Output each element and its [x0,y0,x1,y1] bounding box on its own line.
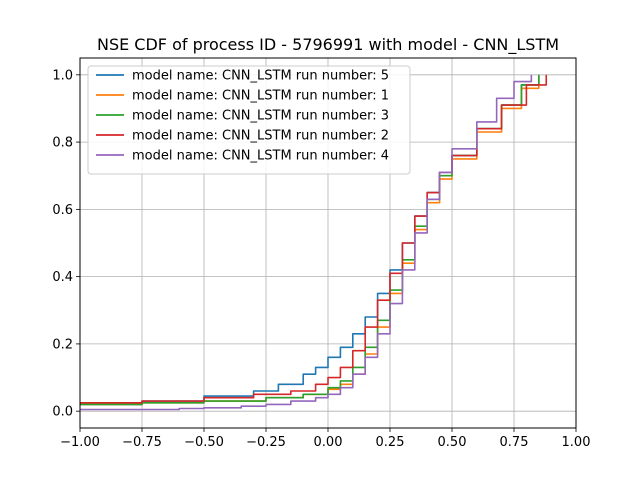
y-tick-label: 0.2 [52,337,73,352]
legend-box [87,65,411,175]
x-tick-label: −0.75 [122,435,162,450]
y-tick-label: 0.4 [52,270,73,285]
legend-label: model name: CNN_LSTM run number: 3 [132,109,389,124]
x-tick-label: 0.00 [314,435,343,450]
x-tick-label: 0.50 [438,435,467,450]
legend-label: model name: CNN_LSTM run number: 1 [132,89,389,104]
legend-label: model name: CNN_LSTM run number: 2 [132,129,389,144]
x-axis-ticks: −1.00 −0.75 −0.50 −0.25 0.00 0.25 0.50 0.75 1.00 [60,428,590,450]
x-tick-label: −0.50 [184,435,224,450]
y-tick-label: 0.0 [52,405,73,420]
y-axis-ticks: 0.0 0.2 0.4 0.6 0.8 1.0 [52,68,80,420]
x-tick-label: −1.00 [60,435,100,450]
y-tick-label: 0.6 [52,203,73,218]
y-tick-label: 0.8 [52,136,73,151]
legend-label: model name: CNN_LSTM run number: 4 [132,149,389,164]
legend: model name: CNN_LSTM run number: 5 model … [87,65,411,175]
x-tick-label: 1.00 [562,435,591,450]
x-tick-label: 0.25 [376,435,405,450]
y-tick-label: 1.0 [52,68,73,83]
x-tick-label: 0.75 [500,435,529,450]
legend-label: model name: CNN_LSTM run number: 5 [132,69,389,84]
series-line-run-5 [80,74,533,411]
series-layer [80,74,548,411]
x-tick-label: −0.25 [246,435,286,450]
chart-title: NSE CDF of process ID - 5796991 with mod… [97,35,559,55]
